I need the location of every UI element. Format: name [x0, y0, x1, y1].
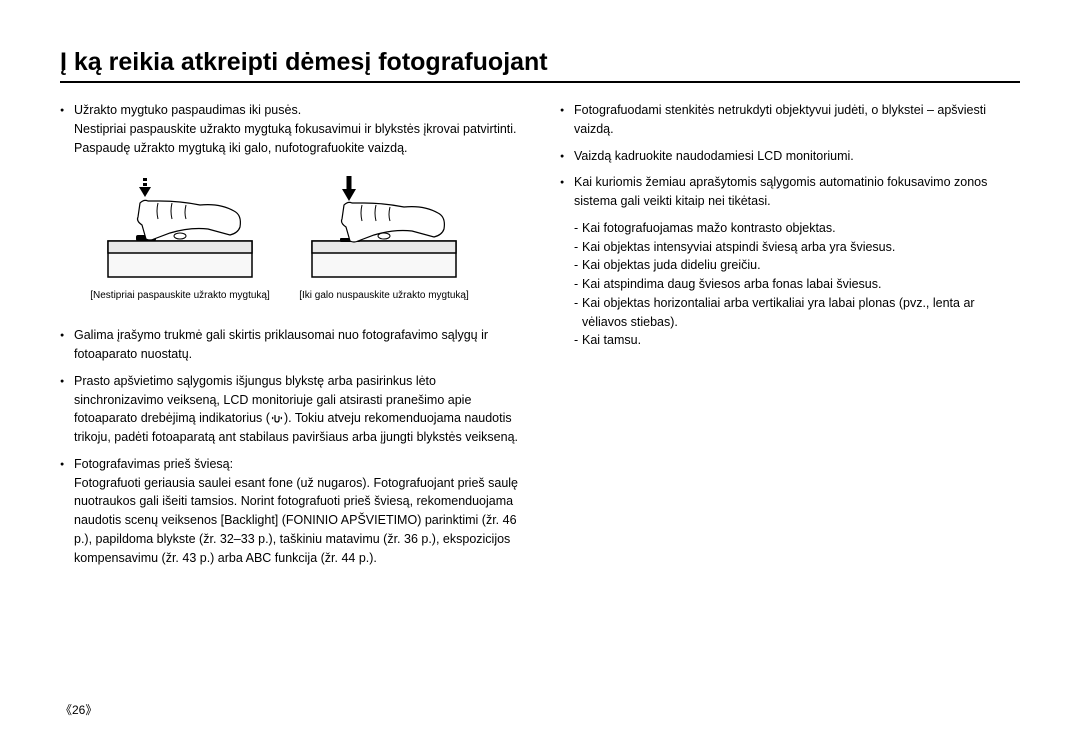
hand-shake-icon — [270, 411, 284, 425]
bullet-autofocus: Kai kuriomis žemiau aprašytomis sąlygomi… — [560, 173, 1020, 211]
bullet-backlight: Fotografavimas prieš šviesą: Fotografuot… — [60, 455, 520, 568]
bullet-text: Nestipriai paspauskite užrakto mygtuką f… — [74, 122, 517, 136]
bullet-record-time: Galima įrašymo trukmė gali skirtis prikl… — [60, 326, 520, 364]
camera-half-press-icon — [100, 173, 260, 283]
bullet-text: Fotografavimas prieš šviesą: — [74, 457, 233, 471]
figure-caption: [Nestipriai paspauskite užrakto mygtuką] — [90, 289, 270, 302]
figures-row: [Nestipriai paspauskite užrakto mygtuką] — [90, 173, 520, 302]
dash-fast-moving: Kai objektas juda dideliu greičiu. — [560, 256, 1020, 275]
camera-full-press-icon — [304, 173, 464, 283]
figure-caption: [Iki galo nuspauskite užrakto mygtuką] — [299, 289, 469, 302]
content-columns: Užrakto mygtuko paspaudimas iki pusės. N… — [60, 101, 1020, 575]
right-column: Fotografuodami stenkitės netrukdyti obje… — [560, 101, 1020, 575]
bullet-shutter-half: Užrakto mygtuko paspaudimas iki pusės. N… — [60, 101, 520, 157]
figure-full-press: [Iki galo nuspauskite užrakto mygtuką] — [294, 173, 474, 302]
dash-low-contrast: Kai fotografuojamas mažo kontrasto objek… — [560, 219, 1020, 238]
dash-bright-bg: Kai atspindima daug šviesos arba fonas l… — [560, 275, 1020, 294]
bullet-low-light: Prasto apšvietimo sąlygomis išjungus bly… — [60, 372, 520, 447]
left-column: Užrakto mygtuko paspaudimas iki pusės. N… — [60, 101, 520, 575]
page-title: Į ką reikia atkreipti dėmesį fotografuoj… — [60, 48, 1020, 83]
dash-thin-object: Kai objektas horizontaliai arba vertikal… — [560, 294, 1020, 332]
figure-half-press: [Nestipriai paspauskite užrakto mygtuką] — [90, 173, 270, 302]
bullet-lcd-frame: Vaizdą kadruokite naudodamiesi LCD monit… — [560, 147, 1020, 166]
bullet-lens-flash: Fotografuodami stenkitės netrukdyti obje… — [560, 101, 1020, 139]
bullet-text: Užrakto mygtuko paspaudimas iki pusės. — [74, 103, 301, 117]
dash-dark: Kai tamsu. — [560, 331, 1020, 350]
bullet-text: Paspaudę užrakto mygtuką iki galo, nufot… — [74, 141, 408, 155]
dash-reflective: Kai objektas intensyviai atspindi šviesą… — [560, 238, 1020, 257]
page-number: 《26》 — [60, 701, 97, 718]
bullet-text: Fotografuoti geriausia saulei esant fone… — [74, 476, 518, 565]
